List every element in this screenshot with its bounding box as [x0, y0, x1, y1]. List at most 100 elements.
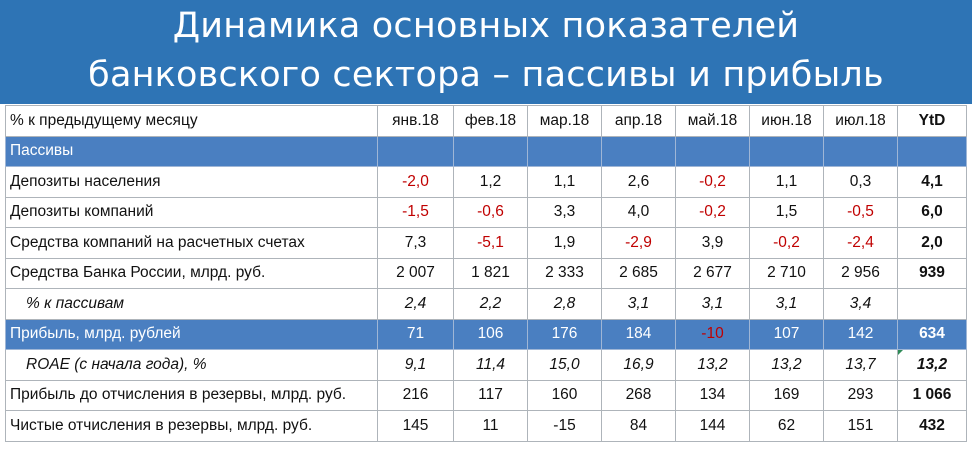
- ytd-cell: 939: [897, 257, 967, 289]
- table-row: Средства Банка России, млрд. руб. 2 007 1 …: [5, 257, 967, 289]
- ytd-cell: 1 066: [897, 379, 967, 411]
- ytd-cell: 6,0: [897, 196, 967, 228]
- value-cell: 216: [377, 379, 454, 411]
- value-cell: 71: [377, 318, 454, 350]
- value-cell: -2,9: [601, 227, 676, 259]
- value-cell: 1,5: [749, 196, 824, 228]
- row-label: Прибыль до отчисления в резервы, млрд. р…: [5, 379, 378, 411]
- value-cell: 3,3: [527, 196, 602, 228]
- value-cell: 13,2: [749, 349, 824, 381]
- value-cell: 3,9: [675, 227, 750, 259]
- value-cell: 145: [377, 410, 454, 442]
- row-label: Чистые отчисления в резервы, млрд. руб.: [5, 410, 378, 442]
- value-cell: 0,3: [823, 166, 898, 198]
- value-cell: 84: [601, 410, 676, 442]
- header-cell: май.18: [675, 105, 750, 137]
- value-cell: 117: [453, 379, 528, 411]
- value-cell: 2 677: [675, 257, 750, 289]
- table-row: Прибыль до отчисления в резервы, млрд. р…: [5, 379, 967, 411]
- value-cell: 13,7: [823, 349, 898, 381]
- value-cell: 2,4: [377, 288, 454, 320]
- header-cell: % к предыдущему месяцу: [5, 105, 378, 137]
- ytd-cell: 4,1: [897, 166, 967, 198]
- value-cell: 1 821: [453, 257, 528, 289]
- cell-comment-marker: [898, 350, 903, 355]
- value-cell: 134: [675, 379, 750, 411]
- value-cell: 1,1: [527, 166, 602, 198]
- value-cell: 2 333: [527, 257, 602, 289]
- row-label: Прибыль, млрд. рублей: [5, 318, 378, 350]
- value-cell: -1,5: [377, 196, 454, 228]
- value-cell: 3,1: [749, 288, 824, 320]
- ytd-cell: 2,0: [897, 227, 967, 259]
- header-cell: мар.18: [527, 105, 602, 137]
- title-line-2: банковского сектора – пассивы и прибыль: [88, 55, 884, 95]
- value-cell: -0,2: [749, 227, 824, 259]
- value-cell: 2,6: [601, 166, 676, 198]
- value-cell: -5,1: [453, 227, 528, 259]
- value-cell: 3,1: [601, 288, 676, 320]
- value-cell: 62: [749, 410, 824, 442]
- value-cell: 106: [453, 318, 528, 350]
- value-cell: 107: [749, 318, 824, 350]
- value-cell: 2,8: [527, 288, 602, 320]
- value-cell: 2 007: [377, 257, 454, 289]
- value-cell: 142: [823, 318, 898, 350]
- row-label: Депозиты компаний: [5, 196, 378, 228]
- header-cell: YtD: [897, 105, 967, 137]
- section-label: Пассивы: [5, 135, 378, 167]
- table-row: Депозиты компаний -1,5 -0,6 3,3 4,0 -0,2 1,5 -0…: [5, 196, 967, 228]
- header-cell: фев.18: [453, 105, 528, 137]
- row-label: Средства Банка России, млрд. руб.: [5, 257, 378, 289]
- value-cell: 15,0: [527, 349, 602, 381]
- value-cell: -0,2: [675, 196, 750, 228]
- table-row: Депозиты населения -2,0 1,2 1,1 2,6 -0,2 1,1 0,…: [5, 166, 967, 198]
- title-banner: Динамика основных показателей банковског…: [0, 0, 972, 104]
- value-cell: 268: [601, 379, 676, 411]
- row-label: Средства компаний на расчетных счетах: [5, 227, 378, 259]
- table-row: % к пассивам 2,4 2,2 2,8 3,1 3,1 3,1 3,4: [5, 288, 967, 320]
- ytd-cell: 634: [897, 318, 967, 350]
- value-cell: -15: [527, 410, 602, 442]
- title-line-1: Динамика основных показателей: [172, 6, 800, 46]
- value-cell: 3,4: [823, 288, 898, 320]
- table-row: ROAE (с начала года), % 9,1 11,4 15,0 16,9 13…: [5, 349, 967, 381]
- value-cell: 2 685: [601, 257, 676, 289]
- value-cell: 176: [527, 318, 602, 350]
- value-cell: 2 710: [749, 257, 824, 289]
- value-cell: 11: [453, 410, 528, 442]
- value-cell: 293: [823, 379, 898, 411]
- table-row: Средства компаний на расчетных счетах 7,3…: [5, 227, 967, 259]
- value-cell: 144: [675, 410, 750, 442]
- value-cell: -0,5: [823, 196, 898, 228]
- row-label: % к пассивам: [5, 288, 378, 320]
- value-cell: -2,0: [377, 166, 454, 198]
- value-cell: 2 956: [823, 257, 898, 289]
- section-row-liabilities: Пассивы: [5, 135, 967, 167]
- ytd-cell: 432: [897, 410, 967, 442]
- value-cell: -0,2: [675, 166, 750, 198]
- value-cell: 160: [527, 379, 602, 411]
- value-cell: 184: [601, 318, 676, 350]
- row-label: Депозиты населения: [5, 166, 378, 198]
- value-cell: -10: [675, 318, 750, 350]
- header-cell: июн.18: [749, 105, 824, 137]
- value-cell: 151: [823, 410, 898, 442]
- table-row: Чистые отчисления в резервы, млрд. руб. 1…: [5, 410, 967, 442]
- header-cell: апр.18: [601, 105, 676, 137]
- value-cell: 169: [749, 379, 824, 411]
- value-cell: 3,1: [675, 288, 750, 320]
- value-cell: 1,1: [749, 166, 824, 198]
- value-cell: 2,2: [453, 288, 528, 320]
- value-cell: 16,9: [601, 349, 676, 381]
- value-cell: 9,1: [377, 349, 454, 381]
- value-cell: 1,2: [453, 166, 528, 198]
- value-cell: 11,4: [453, 349, 528, 381]
- value-cell: 13,2: [675, 349, 750, 381]
- table-row: Прибыль, млрд. рублей 71 106 176 184 -10 107 14…: [5, 318, 967, 350]
- value-cell: -2,4: [823, 227, 898, 259]
- ytd-cell: [897, 288, 967, 320]
- value-cell: -0,6: [453, 196, 528, 228]
- value-cell: 1,9: [527, 227, 602, 259]
- table-header-row: % к предыдущему месяцу янв.18 фев.18 мар…: [5, 105, 967, 137]
